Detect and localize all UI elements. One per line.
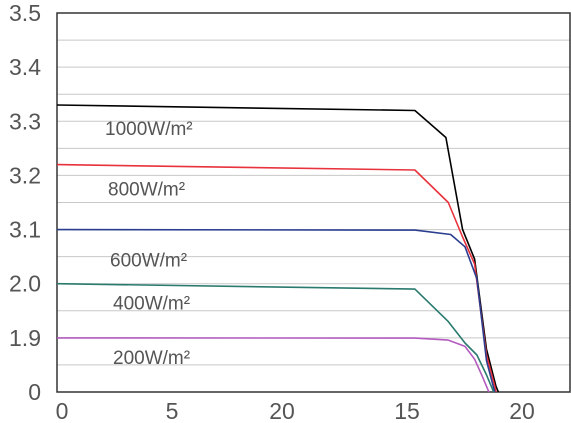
series-label: 600W/m² [110,251,187,272]
series-label: 1000W/m² [105,119,193,140]
y-tick-label: 1.9 [9,325,41,351]
series-line [56,228,496,393]
y-tick-label: 3.2 [9,162,41,188]
x-tick-label: 20 [269,398,295,423]
y-tick-label: 3.4 [9,54,41,80]
series-line [56,163,497,393]
y-tick-label: 3.1 [9,217,41,243]
x-tick-label: 15 [394,398,420,423]
series-line [56,337,490,393]
series-label: 200W/m² [113,348,190,369]
y-tick-label: 0 [28,379,41,405]
y-tick-label: 3.3 [9,108,41,134]
series-line [56,282,495,393]
series-label: 800W/m² [108,180,185,201]
y-tick-label: 2.0 [9,271,41,297]
series-label: 400W/m² [113,294,190,315]
plot-frame [56,12,571,393]
y-tick-label: 3.5 [9,0,41,26]
x-tick-label: 0 [56,398,69,423]
x-tick-label: 5 [166,398,179,423]
x-tick-label: 20 [509,398,535,423]
series-line [56,104,500,393]
